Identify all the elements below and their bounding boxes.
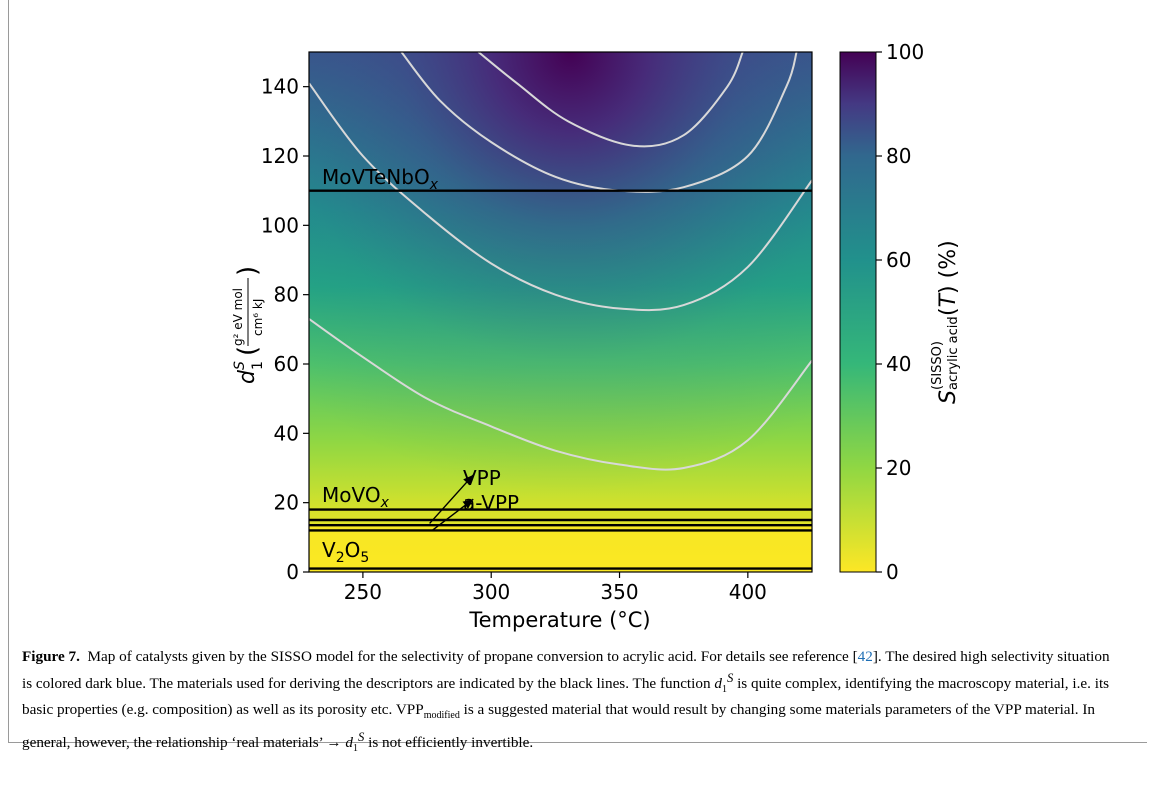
heatmap-area — [309, 52, 812, 572]
svg-text:): ) — [233, 266, 263, 276]
y-tick-label: 100 — [261, 213, 299, 237]
colorbar-label: S (SISSO) acrylic acid (T) (%) — [930, 240, 961, 404]
material-labels: MoVTeNbOx MoVOx VPP a-VPP V2O5 — [322, 165, 519, 566]
arrow-2 — [431, 498, 474, 531]
y-axis-label: d 1 S ( g² eV mol cm⁶ kJ ) — [231, 266, 266, 384]
x-tick-label: 250 — [344, 580, 382, 604]
contour-40 — [309, 82, 812, 312]
plot-frame — [308, 51, 813, 573]
svg-text:(: ( — [233, 346, 263, 356]
y-tick-label: 0 — [286, 560, 299, 584]
figure-caption: Figure 7. Map of catalysts given by the … — [22, 648, 1110, 754]
svg-text:acrylic acid: acrylic acid — [946, 316, 961, 390]
contour-20 — [309, 318, 812, 471]
reference-link[interactable]: 42 — [857, 648, 873, 665]
material-lines — [309, 189, 812, 570]
svg-text:(T) (%): (T) (%) — [936, 240, 961, 316]
label-v2o5: V2O5 — [322, 538, 369, 566]
colorbar-tick-label: 20 — [886, 456, 911, 480]
caption-label: Figure 7. — [22, 648, 80, 665]
colorbar-tick-label: 40 — [886, 352, 911, 376]
colorbar-tick-label: 100 — [886, 40, 924, 64]
y-axis-ticks: 0 20 40 60 80 100 120 140 — [261, 75, 309, 584]
svg-text:1: 1 — [250, 361, 266, 370]
svg-text:d: d — [235, 369, 260, 384]
contour-80 — [477, 52, 744, 148]
y-tick-label: 60 — [274, 352, 299, 376]
figure-frame — [8, 0, 1147, 743]
colorbar-tick-label: 60 — [886, 248, 911, 272]
arrow-1 — [429, 474, 474, 524]
y-tick-label: 140 — [261, 75, 299, 99]
x-tick-label: 350 — [600, 580, 638, 604]
y-tick-label: 40 — [274, 421, 299, 445]
arrows — [429, 474, 474, 531]
x-axis-label: Temperature (°C) — [468, 608, 650, 632]
svg-text:S: S — [232, 361, 248, 370]
svg-text:cm⁶ kJ: cm⁶ kJ — [251, 299, 265, 336]
y-tick-label: 120 — [261, 144, 299, 168]
x-axis-ticks: 250 300 350 400 — [344, 572, 767, 604]
colorbar-ticks: 0 20 40 60 80 100 — [876, 40, 924, 584]
label-movtenbox: MoVTeNbOx — [322, 165, 439, 193]
colorbar — [839, 51, 877, 573]
y-tick-label: 20 — [274, 491, 299, 515]
colorbar-tick-label: 0 — [886, 560, 899, 584]
label-a-vpp: a-VPP — [463, 491, 519, 515]
x-tick-label: 400 — [729, 580, 767, 604]
svg-text:(SISSO): (SISSO) — [930, 341, 945, 390]
x-tick-label: 300 — [472, 580, 510, 604]
svg-text:g² eV mol: g² eV mol — [231, 288, 245, 346]
y-tick-label: 80 — [274, 283, 299, 307]
svg-text:S: S — [936, 390, 961, 404]
label-movox: MoVOx — [322, 483, 390, 511]
colorbar-tick-label: 80 — [886, 144, 911, 168]
